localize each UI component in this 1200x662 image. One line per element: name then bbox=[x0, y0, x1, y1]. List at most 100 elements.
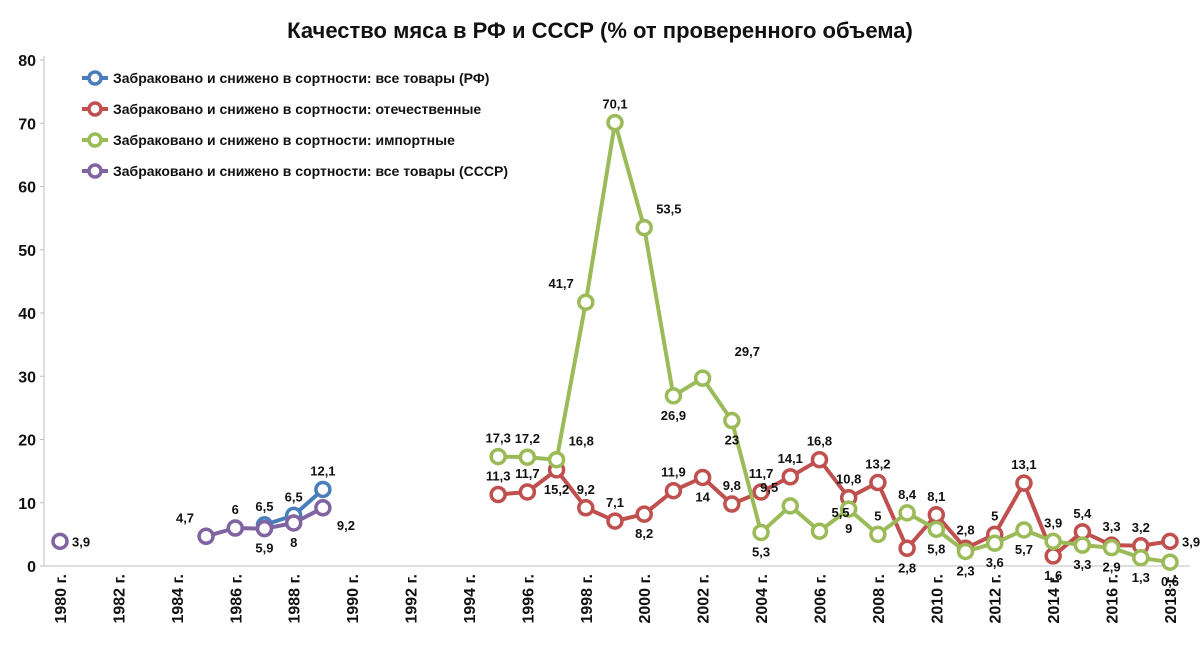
data-label: 8,2 bbox=[635, 526, 653, 541]
data-point bbox=[956, 542, 975, 561]
data-point bbox=[781, 468, 800, 486]
x-tick-label: 2008 г. bbox=[871, 574, 888, 624]
data-point bbox=[1161, 553, 1179, 571]
data-label: 9,8 bbox=[723, 478, 741, 493]
x-tick-label: 1982 г. bbox=[111, 574, 128, 624]
data-point bbox=[1015, 474, 1033, 492]
data-label: 16,8 bbox=[807, 434, 832, 449]
y-tick-label: 30 bbox=[18, 369, 36, 386]
legend-item: Забраковано и снижено в сортности: все т… bbox=[82, 163, 508, 179]
data-point bbox=[314, 499, 332, 517]
data-label: 11,7 bbox=[749, 466, 774, 481]
legend-label: Забраковано и снижено в сортности: импор… bbox=[113, 132, 455, 148]
legend-swatch-marker bbox=[87, 101, 103, 117]
data-labels: 6,5 6,5 12,1 11,3 11,7 15,2 9,2 7,1 8,2 11,9 14 9,8… bbox=[72, 97, 1200, 590]
data-label: 12,1 bbox=[310, 463, 335, 478]
data-point bbox=[1044, 532, 1062, 551]
y-tick-label: 0 bbox=[27, 559, 36, 576]
data-label: 5,5 bbox=[831, 505, 849, 520]
x-tick-label: 1986 г. bbox=[228, 574, 245, 624]
data-label: 5 bbox=[991, 508, 998, 523]
x-tick-label: 1992 г. bbox=[404, 574, 421, 624]
y-tick-label: 10 bbox=[18, 496, 36, 513]
legend-swatch-marker bbox=[87, 132, 103, 148]
x-tick-label: 1996 г. bbox=[520, 574, 537, 624]
data-label: 6 bbox=[232, 502, 239, 517]
data-label: 29,7 bbox=[735, 344, 760, 359]
data-point bbox=[547, 450, 566, 469]
data-point bbox=[693, 468, 712, 487]
legend-item: Забраковано и снижено в сортности: все т… bbox=[82, 70, 489, 86]
data-label: 3,9 bbox=[72, 534, 90, 549]
data-point bbox=[723, 495, 741, 513]
data-point bbox=[1015, 521, 1033, 539]
data-label: 3,6 bbox=[986, 555, 1004, 570]
data-label: 3,9 bbox=[1044, 515, 1062, 530]
data-label: 13,2 bbox=[865, 457, 890, 472]
data-label: 11,9 bbox=[661, 465, 686, 480]
data-label: 6,5 bbox=[285, 489, 303, 504]
data-label: 5,3 bbox=[752, 544, 770, 559]
y-tick-label: 40 bbox=[18, 306, 36, 323]
data-point bbox=[1102, 538, 1121, 557]
data-label: 4,7 bbox=[176, 510, 194, 525]
data-point bbox=[1132, 549, 1150, 567]
data-label: 9 bbox=[845, 521, 852, 536]
data-point bbox=[489, 447, 507, 466]
data-point bbox=[51, 532, 69, 551]
data-point bbox=[810, 522, 829, 540]
data-label: 8 bbox=[290, 535, 297, 550]
data-label: 13,1 bbox=[1011, 457, 1036, 472]
data-label: 14,1 bbox=[778, 451, 803, 466]
data-label: 3,2 bbox=[1132, 520, 1150, 535]
data-label: 70,1 bbox=[602, 97, 627, 112]
y-tick-label: 60 bbox=[18, 180, 36, 197]
data-point bbox=[489, 485, 507, 504]
data-label: 2,8 bbox=[956, 522, 974, 537]
data-point bbox=[898, 539, 916, 558]
x-tick-label: 1988 г. bbox=[287, 574, 304, 624]
data-point bbox=[752, 523, 770, 542]
series-layer bbox=[51, 113, 1179, 571]
x-tick-label: 1990 г. bbox=[345, 574, 362, 624]
legend-label: Забраковано и снижено в сортности: все т… bbox=[113, 70, 489, 86]
data-point bbox=[839, 500, 858, 518]
data-label: 5,7 bbox=[1015, 542, 1033, 557]
x-tick-label: 2004 г. bbox=[754, 574, 771, 624]
data-point bbox=[869, 473, 887, 492]
data-point bbox=[635, 218, 653, 237]
legend-label: Забраковано и снижено в сортности: отече… bbox=[113, 101, 481, 117]
data-point bbox=[577, 499, 595, 517]
data-point bbox=[869, 525, 887, 544]
x-tick-label: 1994 г. bbox=[462, 574, 479, 624]
data-label: 9,5 bbox=[760, 480, 778, 495]
legend-item: Забраковано и снижено в сортности: импор… bbox=[82, 132, 455, 148]
data-point bbox=[577, 293, 595, 311]
axes: 0 10 20 30 40 50 60 70 80 1980 г. 1982 г. 1984 г. 19… bbox=[18, 53, 1190, 624]
data-label: 0,6 bbox=[1161, 574, 1179, 589]
data-point bbox=[606, 113, 624, 132]
data-point bbox=[518, 448, 537, 466]
data-label: 2,3 bbox=[956, 563, 974, 578]
legend: Забраковано и снижено в сортности: все т… bbox=[82, 70, 508, 179]
x-tick-label: 2002 г. bbox=[696, 574, 713, 624]
data-point bbox=[284, 514, 303, 532]
data-point bbox=[197, 527, 215, 546]
data-point bbox=[518, 483, 537, 501]
data-point bbox=[1073, 536, 1092, 554]
x-tick-label: 2006 г. bbox=[812, 574, 829, 624]
data-label: 14 bbox=[695, 489, 710, 504]
data-label: 11,7 bbox=[515, 466, 540, 481]
x-tick-label: 2012 г. bbox=[988, 574, 1005, 624]
legend-swatch-marker bbox=[87, 70, 103, 86]
data-point bbox=[693, 369, 712, 387]
data-label: 15,2 bbox=[544, 482, 569, 497]
data-label: 1,3 bbox=[1132, 570, 1150, 585]
data-label: 2,8 bbox=[898, 560, 916, 575]
x-tick-label: 2016 г. bbox=[1105, 574, 1122, 624]
data-label: 23 bbox=[725, 433, 739, 448]
data-point bbox=[781, 497, 800, 515]
